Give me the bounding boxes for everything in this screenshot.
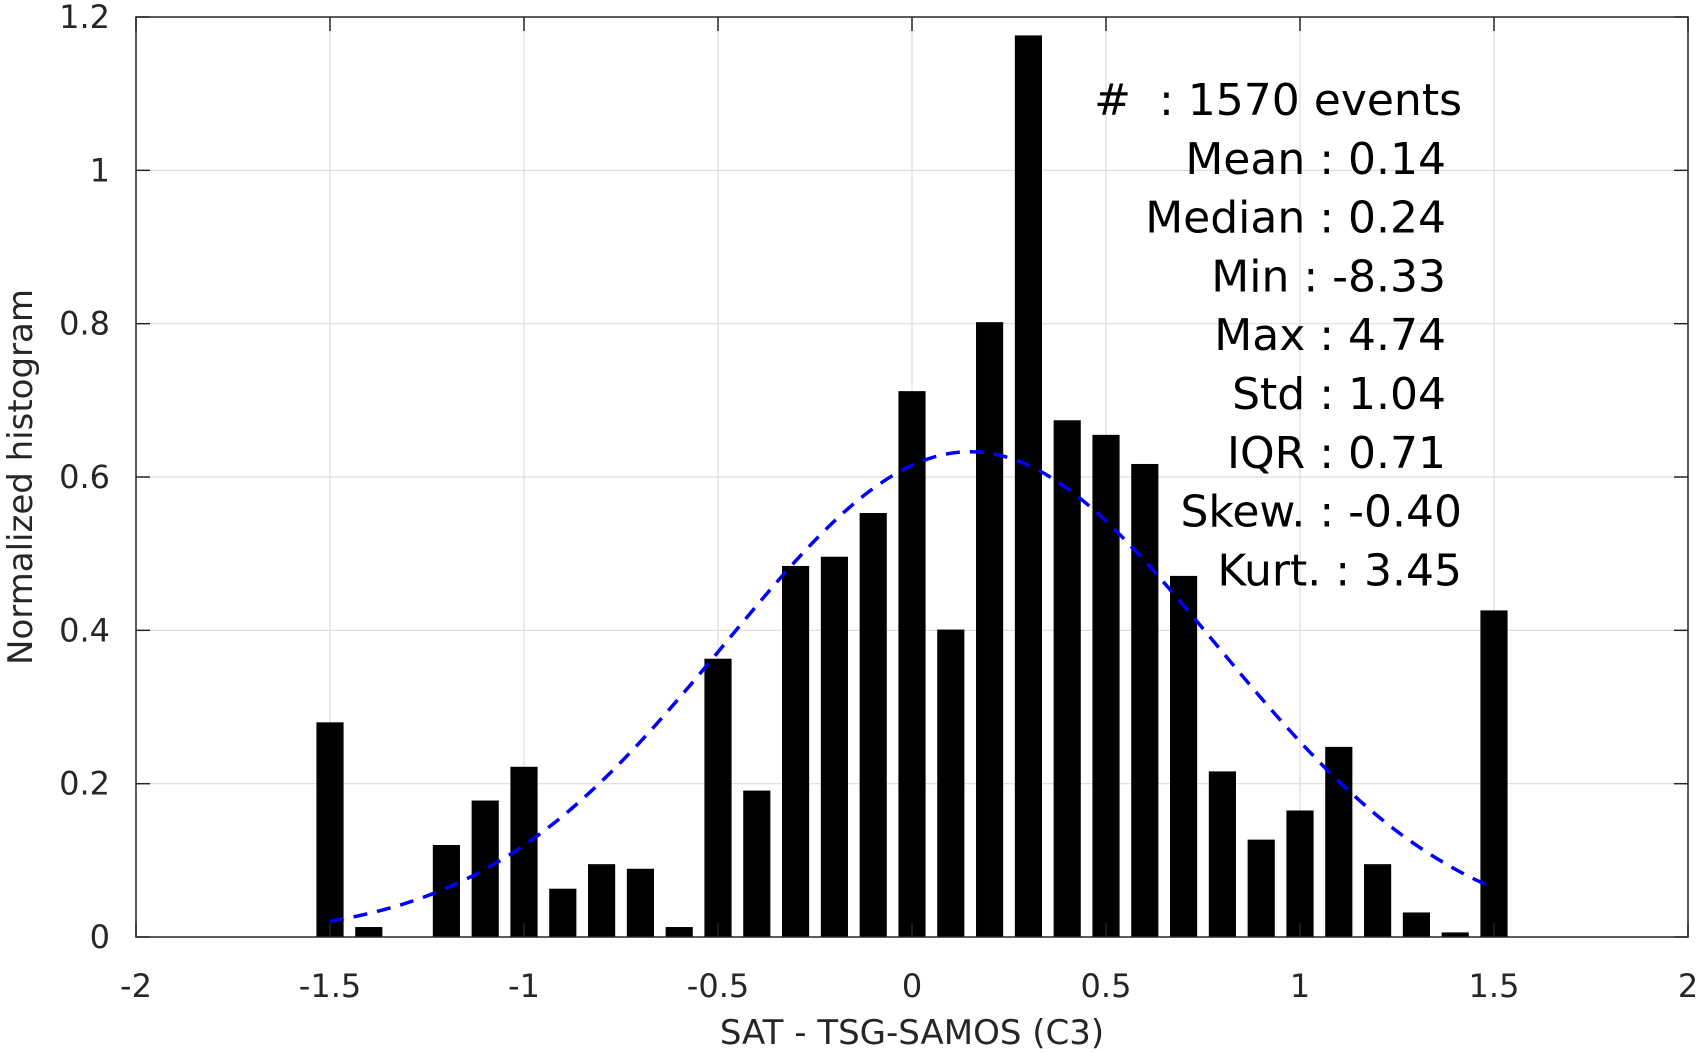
histogram-bar <box>859 513 887 937</box>
histogram-bar <box>588 864 616 937</box>
histogram-bar <box>1131 463 1159 937</box>
stat-line: Kurt. : 3.45 <box>1217 545 1462 596</box>
stat-line: IQR : 0.71 <box>1227 428 1446 479</box>
histogram-bar <box>1170 575 1198 937</box>
stat-line: Std : 1.04 <box>1232 369 1446 420</box>
y-tick-label: 0.6 <box>59 458 110 496</box>
y-tick-label: 0 <box>90 918 110 956</box>
histogram-bar <box>937 629 965 937</box>
x-tick-label: -1 <box>508 967 540 1005</box>
x-tick-label: 1 <box>1290 967 1310 1005</box>
histogram-bar <box>898 391 926 938</box>
histogram-bar <box>1247 839 1275 937</box>
stat-line: Mean : 0.14 <box>1185 134 1446 185</box>
x-tick-label: 0 <box>902 967 922 1005</box>
y-axis-label: Normalized histogram <box>1 289 41 665</box>
fitted-normal-curve <box>329 449 1495 924</box>
histogram-bar <box>1092 434 1120 937</box>
histogram-bar <box>1480 610 1508 937</box>
x-tick-label: -1.5 <box>299 967 361 1005</box>
histogram-bar <box>1402 912 1430 937</box>
stat-line: # : 1570 events <box>1094 75 1462 126</box>
histogram-bar <box>1053 420 1081 937</box>
histogram-bar <box>665 927 693 937</box>
y-tick-label: 0.2 <box>59 765 110 803</box>
histogram-bar <box>471 800 499 937</box>
histogram-bar <box>1286 810 1314 937</box>
histogram-bar <box>1325 746 1353 937</box>
stat-line: Min : -8.33 <box>1211 251 1446 302</box>
y-tick-labels: 0 0.2 0.4 0.6 0.8 1 1.2 <box>59 0 110 956</box>
y-tick-label: 1 <box>90 151 110 189</box>
histogram-bar <box>976 322 1004 938</box>
histogram-bar <box>549 888 577 937</box>
x-axis-label: SAT - TSG-SAMOS (C3) <box>720 1013 1104 1053</box>
x-tick-label: 0.5 <box>1081 967 1132 1005</box>
stat-line: Skew. : -0.40 <box>1181 487 1463 538</box>
histogram-bar <box>820 556 848 937</box>
y-tick-label: 1.2 <box>59 0 110 36</box>
stat-line: Max : 4.74 <box>1214 310 1446 361</box>
x-tick-label: -2 <box>120 967 152 1005</box>
stats-annotation: # : 1570 events Mean : 0.14 Median : 0.24 M… <box>1094 75 1462 596</box>
x-tick-label: 1.5 <box>1469 967 1520 1005</box>
histogram-bar <box>316 722 344 937</box>
axis-ticks <box>135 16 1689 938</box>
histogram-bar <box>1014 35 1042 937</box>
histogram-bar <box>1364 864 1392 937</box>
histogram-bar <box>743 790 771 937</box>
x-tick-labels: -2 -1.5 -1 -0.5 0 0.5 1 1.5 2 <box>120 967 1698 1005</box>
stat-line: Median : 0.24 <box>1145 193 1446 244</box>
x-tick-label: -0.5 <box>687 967 749 1005</box>
histogram-bar <box>704 658 732 937</box>
histogram-bar <box>626 868 654 937</box>
y-tick-label: 0.8 <box>59 305 110 343</box>
histogram-bar <box>1208 771 1236 937</box>
histogram-bar <box>1441 932 1469 937</box>
histogram-bar <box>432 845 460 937</box>
histogram-bar <box>782 565 810 937</box>
x-tick-label: 2 <box>1678 967 1698 1005</box>
y-tick-label: 0.4 <box>59 611 110 649</box>
histogram-bar <box>355 927 383 937</box>
